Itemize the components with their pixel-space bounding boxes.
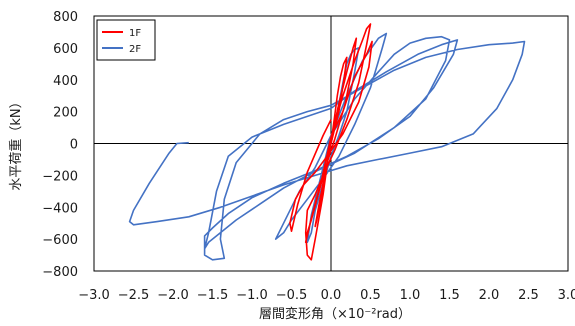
x-tick-label: 3.0 <box>558 288 575 303</box>
legend-label-2f: 2F <box>129 44 141 55</box>
series-line-1f <box>289 23 373 261</box>
x-tick-label: −1.5 <box>197 288 229 303</box>
tick-labels: −800 −600 −400 −200 0 200 400 600 800 −3.0 −2.5 −2.… <box>42 10 575 303</box>
y-axis-title: 水平荷重（kN） <box>8 95 24 190</box>
x-tick-label: −3.0 <box>78 288 110 303</box>
legend-box <box>96 19 156 61</box>
y-tick-label: −200 <box>42 169 78 184</box>
y-tick-label: −600 <box>42 233 78 248</box>
y-tick-label: 200 <box>53 106 78 121</box>
y-tick-label: −800 <box>42 265 78 280</box>
legend-label-1f: 1F <box>129 28 141 39</box>
x-tick-label: −2.0 <box>157 288 189 303</box>
x-axis-title: 層間変形角（×10⁻²rad） <box>259 306 411 322</box>
x-tick-label: −1.0 <box>236 288 268 303</box>
x-tick-label: 1.5 <box>439 288 460 303</box>
x-tick-label: −0.5 <box>276 288 308 303</box>
x-tick-label: 2.5 <box>518 288 539 303</box>
y-tick-label: 0 <box>70 138 78 153</box>
y-tick-label: −400 <box>42 201 78 216</box>
x-tick-label: 2.0 <box>479 288 500 303</box>
x-tick-label: 1.0 <box>400 288 421 303</box>
y-tick-label: 800 <box>53 10 78 25</box>
x-tick-label: 0.0 <box>321 288 342 303</box>
series-line-2f <box>128 32 526 261</box>
series-group <box>128 23 526 261</box>
y-tick-label: 600 <box>53 42 78 57</box>
x-tick-label: −2.5 <box>118 288 150 303</box>
y-tick-label: 400 <box>53 74 78 89</box>
x-tick-label: 0.5 <box>360 288 381 303</box>
